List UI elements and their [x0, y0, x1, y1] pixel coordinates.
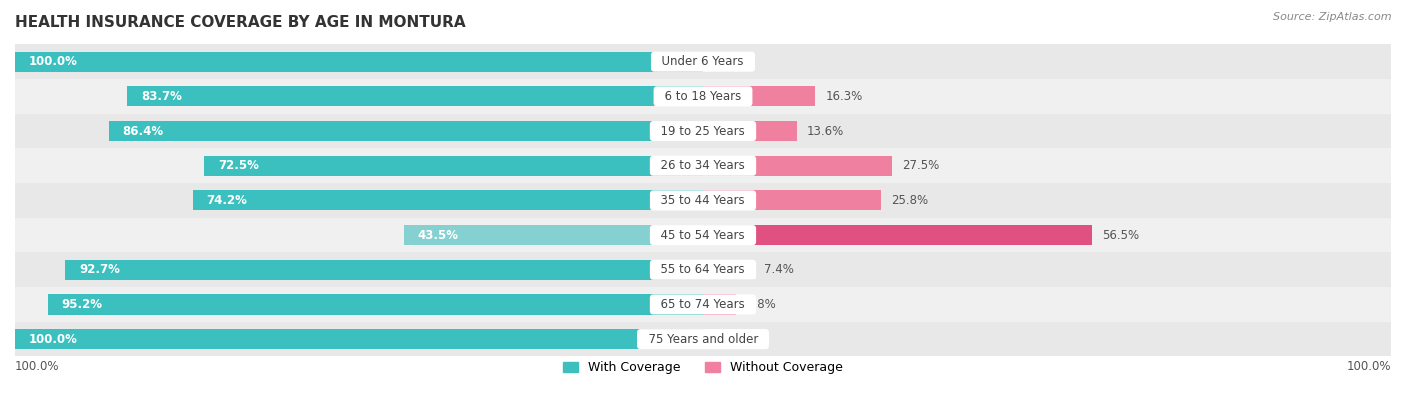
- Bar: [65, 260, 703, 280]
- Bar: [703, 190, 880, 210]
- Bar: [15, 44, 1391, 79]
- Text: 16.3%: 16.3%: [825, 90, 863, 103]
- Text: 6 to 18 Years: 6 to 18 Years: [657, 90, 749, 103]
- Text: 19 to 25 Years: 19 to 25 Years: [654, 124, 752, 137]
- Text: 0.0%: 0.0%: [713, 333, 742, 346]
- Legend: With Coverage, Without Coverage: With Coverage, Without Coverage: [558, 356, 848, 379]
- Text: 100.0%: 100.0%: [1347, 360, 1391, 373]
- Text: HEALTH INSURANCE COVERAGE BY AGE IN MONTURA: HEALTH INSURANCE COVERAGE BY AGE IN MONT…: [15, 15, 465, 30]
- Bar: [15, 252, 1391, 287]
- Text: 0.0%: 0.0%: [713, 55, 742, 68]
- Bar: [15, 51, 703, 72]
- Text: 55 to 64 Years: 55 to 64 Years: [654, 263, 752, 276]
- Text: 100.0%: 100.0%: [28, 55, 77, 68]
- Text: 7.4%: 7.4%: [765, 263, 794, 276]
- Bar: [703, 294, 735, 315]
- Text: 72.5%: 72.5%: [218, 159, 259, 172]
- Text: 4.8%: 4.8%: [747, 298, 776, 311]
- Bar: [15, 149, 1391, 183]
- Text: 35 to 44 Years: 35 to 44 Years: [654, 194, 752, 207]
- Bar: [15, 329, 703, 349]
- Bar: [15, 79, 1391, 114]
- Text: 86.4%: 86.4%: [122, 124, 163, 137]
- Text: 25.8%: 25.8%: [891, 194, 928, 207]
- Text: 75 Years and older: 75 Years and older: [641, 333, 765, 346]
- Text: 56.5%: 56.5%: [1102, 229, 1139, 242]
- Bar: [15, 218, 1391, 252]
- Text: 27.5%: 27.5%: [903, 159, 939, 172]
- Text: 74.2%: 74.2%: [207, 194, 247, 207]
- Bar: [15, 322, 1391, 356]
- Text: 13.6%: 13.6%: [807, 124, 844, 137]
- Bar: [204, 156, 703, 176]
- Text: Source: ZipAtlas.com: Source: ZipAtlas.com: [1274, 12, 1392, 22]
- Bar: [703, 156, 893, 176]
- Bar: [15, 287, 1391, 322]
- Text: 65 to 74 Years: 65 to 74 Years: [654, 298, 752, 311]
- Text: 92.7%: 92.7%: [79, 263, 120, 276]
- Bar: [193, 190, 703, 210]
- Text: 45 to 54 Years: 45 to 54 Years: [654, 229, 752, 242]
- Text: 100.0%: 100.0%: [15, 360, 59, 373]
- Text: Under 6 Years: Under 6 Years: [655, 55, 751, 68]
- Bar: [404, 225, 703, 245]
- Text: 100.0%: 100.0%: [28, 333, 77, 346]
- Text: 83.7%: 83.7%: [141, 90, 181, 103]
- Bar: [15, 114, 1391, 149]
- Bar: [703, 260, 754, 280]
- Bar: [127, 86, 703, 106]
- Bar: [703, 121, 797, 141]
- Text: 43.5%: 43.5%: [418, 229, 458, 242]
- Bar: [703, 225, 1091, 245]
- Bar: [108, 121, 703, 141]
- Bar: [48, 294, 703, 315]
- Bar: [703, 86, 815, 106]
- Bar: [15, 183, 1391, 218]
- Text: 95.2%: 95.2%: [62, 298, 103, 311]
- Text: 26 to 34 Years: 26 to 34 Years: [654, 159, 752, 172]
